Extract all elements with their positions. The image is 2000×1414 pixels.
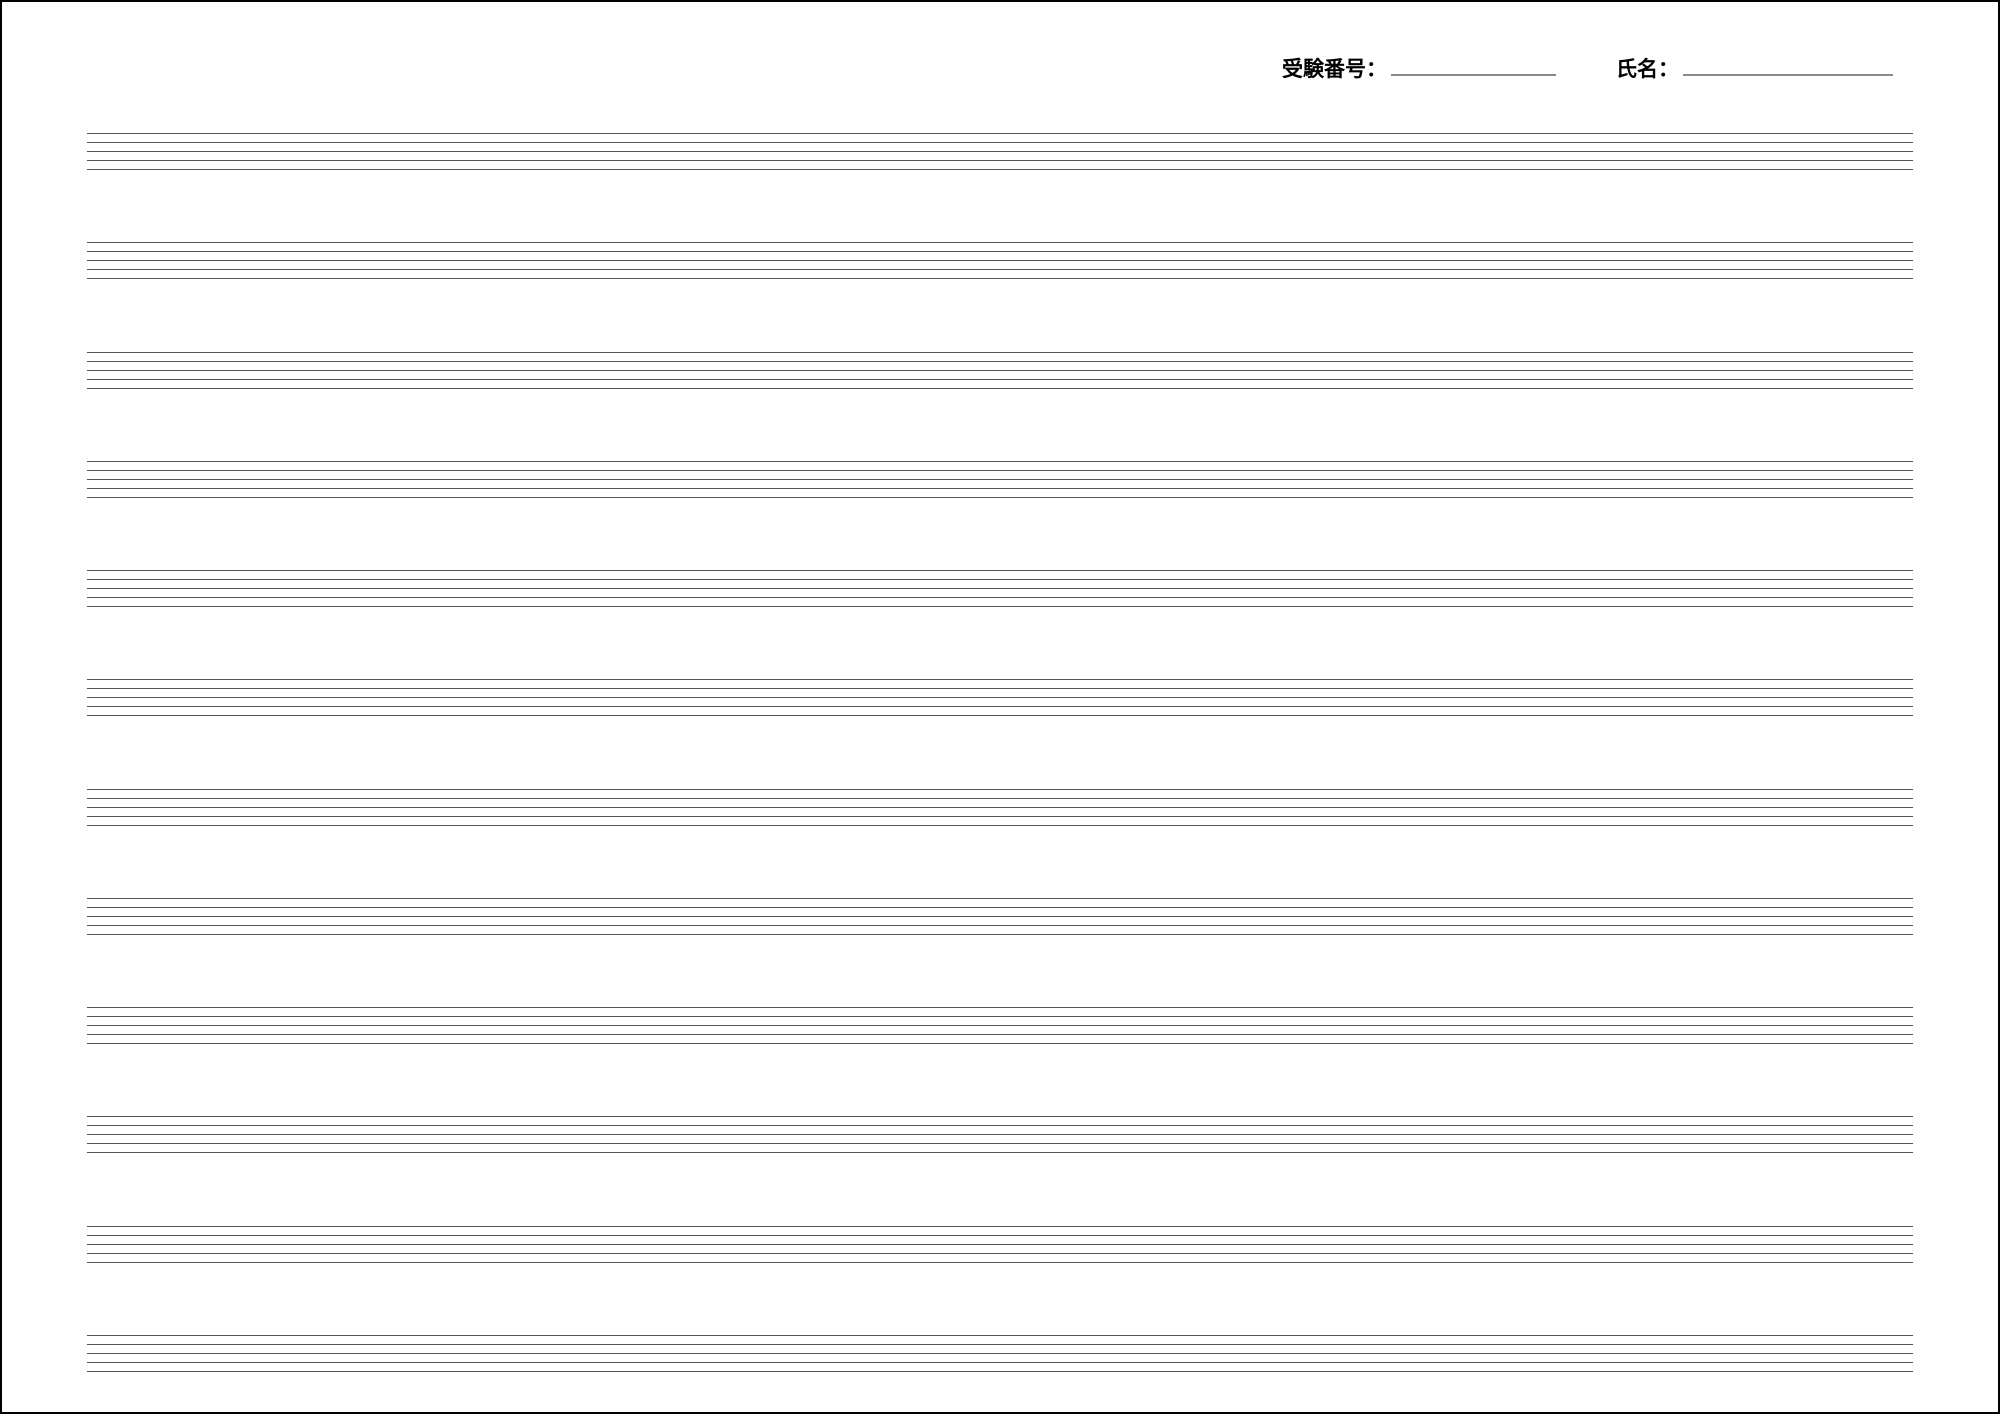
staff-line: [87, 706, 1913, 707]
staff: [87, 133, 1913, 170]
exam-number-input-line[interactable]: [1391, 52, 1556, 76]
staff: [87, 461, 1913, 498]
staff-line: [87, 379, 1913, 380]
staff-line: [87, 1344, 1913, 1345]
staff: [87, 570, 1913, 607]
staff-line: [87, 1335, 1913, 1336]
staff-line: [87, 1016, 1913, 1017]
staff-line: [87, 715, 1913, 716]
staff: [87, 242, 1913, 279]
staff-line: [87, 1043, 1913, 1044]
staff-line: [87, 1353, 1913, 1354]
staff: [87, 1007, 1913, 1044]
staff-line: [87, 242, 1913, 243]
staves-container: [87, 133, 1913, 1372]
staff-line: [87, 1134, 1913, 1135]
staff-line: [87, 479, 1913, 480]
staff: [87, 1335, 1913, 1372]
staff-line: [87, 1034, 1913, 1035]
staff-line: [87, 260, 1913, 261]
exam-number-label: 受験番号：: [1282, 53, 1387, 83]
staff-line: [87, 898, 1913, 899]
staff-line: [87, 570, 1913, 571]
staff-line: [87, 597, 1913, 598]
staff-line: [87, 142, 1913, 143]
staff-line: [87, 278, 1913, 279]
staff-line: [87, 461, 1913, 462]
staff-line: [87, 579, 1913, 580]
staff-line: [87, 688, 1913, 689]
staff-line: [87, 497, 1913, 498]
staff-line: [87, 388, 1913, 389]
staff-line: [87, 169, 1913, 170]
staff: [87, 679, 1913, 716]
staff-line: [87, 1007, 1913, 1008]
staff-line: [87, 488, 1913, 489]
staff-line: [87, 370, 1913, 371]
staff-line: [87, 1116, 1913, 1117]
staff: [87, 352, 1913, 389]
staff-line: [87, 907, 1913, 908]
staff-line: [87, 798, 1913, 799]
staff-line: [87, 588, 1913, 589]
staff-line: [87, 251, 1913, 252]
staff-line: [87, 361, 1913, 362]
staff-line: [87, 1152, 1913, 1153]
staff-line: [87, 269, 1913, 270]
page-container: 受験番号： 氏名：: [0, 0, 2000, 1414]
staff-line: [87, 352, 1913, 353]
staff-line: [87, 1025, 1913, 1026]
staff-line: [87, 1143, 1913, 1144]
staff-line: [87, 1125, 1913, 1126]
staff-line: [87, 470, 1913, 471]
staff-line: [87, 151, 1913, 152]
exam-number-field: 受験番号：: [1282, 52, 1556, 83]
staff-line: [87, 1371, 1913, 1372]
staff-line: [87, 816, 1913, 817]
staff-line: [87, 606, 1913, 607]
name-label: 氏名：: [1616, 53, 1679, 83]
staff-line: [87, 825, 1913, 826]
staff-line: [87, 1262, 1913, 1263]
staff-line: [87, 925, 1913, 926]
staff-line: [87, 697, 1913, 698]
staff-line: [87, 133, 1913, 134]
staff-line: [87, 1244, 1913, 1245]
staff: [87, 898, 1913, 935]
staff-line: [87, 1235, 1913, 1236]
name-input-line[interactable]: [1683, 52, 1893, 76]
staff-line: [87, 679, 1913, 680]
staff-line: [87, 934, 1913, 935]
staff-line: [87, 789, 1913, 790]
staff-line: [87, 160, 1913, 161]
staff-line: [87, 807, 1913, 808]
staff: [87, 1116, 1913, 1153]
staff-line: [87, 1253, 1913, 1254]
name-field: 氏名：: [1616, 52, 1893, 83]
staff-line: [87, 1362, 1913, 1363]
staff: [87, 789, 1913, 826]
staff: [87, 1226, 1913, 1263]
staff-line: [87, 916, 1913, 917]
staff-line: [87, 1226, 1913, 1227]
header-row: 受験番号： 氏名：: [87, 52, 1913, 83]
